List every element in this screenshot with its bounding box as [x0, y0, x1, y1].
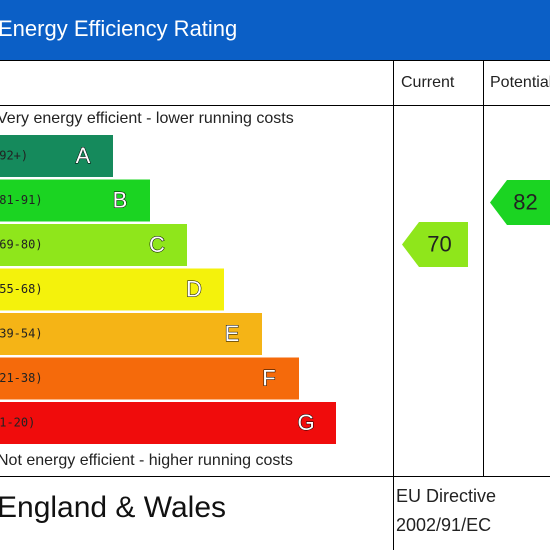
title-bar	[0, 0, 550, 60]
band-bar	[0, 313, 262, 355]
band-bar	[0, 135, 113, 177]
band-range: (1-20)	[0, 416, 35, 430]
band-range: (21-38)	[0, 371, 43, 385]
rating-value: 70	[427, 231, 451, 256]
band-range: (69-80)	[0, 238, 43, 252]
band-bar	[0, 357, 299, 400]
column-header: Potential	[490, 74, 550, 91]
rating-arrow	[490, 180, 550, 225]
rating-arrow	[402, 222, 468, 267]
band-letter: D	[186, 276, 202, 301]
band-letter: F	[262, 365, 275, 390]
band-bar	[0, 224, 187, 266]
directive: EU Directive	[396, 486, 496, 506]
band-letter: B	[113, 187, 128, 212]
rating-value: 82	[513, 189, 537, 214]
top-note: Very energy efficient - lower running co…	[0, 110, 294, 127]
band-range: (92+)	[0, 149, 28, 163]
column-header: Current	[401, 74, 455, 91]
band-letter: E	[225, 321, 240, 346]
region: England & Wales	[0, 491, 226, 524]
bottom-note: Not energy efficient - higher running co…	[0, 452, 293, 469]
title: Energy Efficiency Rating	[0, 16, 237, 41]
band-bar	[0, 402, 336, 444]
band-range: (81-91)	[0, 193, 43, 207]
directive: 2002/91/EC	[396, 515, 491, 535]
band-letter: A	[76, 143, 91, 168]
band-range: (39-54)	[0, 327, 43, 341]
band-bar	[0, 268, 224, 311]
band-range: (55-68)	[0, 282, 43, 296]
band-letter: G	[297, 410, 314, 435]
band-letter: C	[149, 232, 165, 257]
band-bar	[0, 179, 150, 222]
